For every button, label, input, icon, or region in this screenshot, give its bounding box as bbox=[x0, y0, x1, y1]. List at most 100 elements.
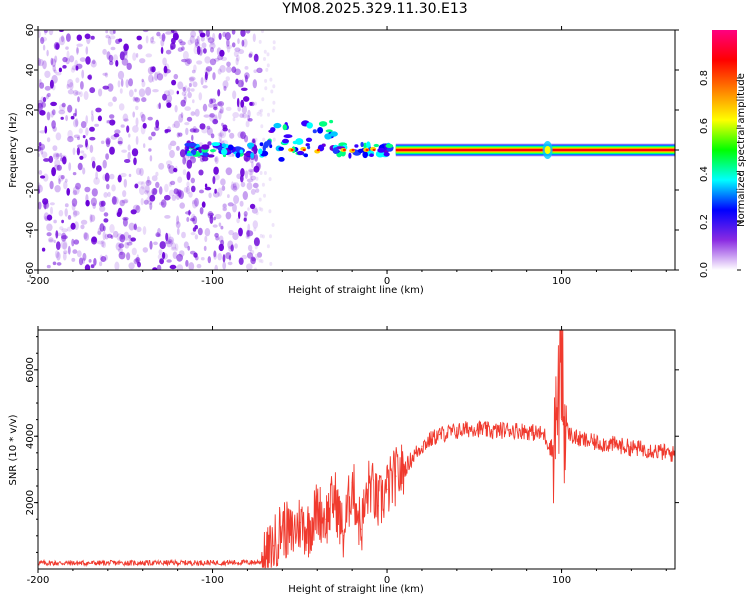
noise-speckle bbox=[251, 207, 258, 214]
noise-speckle bbox=[102, 225, 106, 232]
noise-speckle bbox=[56, 164, 62, 171]
noise-speckle bbox=[254, 137, 258, 142]
noise-speckle bbox=[240, 99, 245, 108]
noise-speckle bbox=[238, 49, 245, 55]
noise-speckle bbox=[117, 207, 123, 216]
noise-speckle bbox=[174, 243, 179, 252]
noise-speckle bbox=[66, 188, 70, 196]
noise-speckle bbox=[213, 57, 220, 62]
noise-speckle bbox=[117, 80, 121, 88]
transition-blob bbox=[273, 122, 282, 129]
noise-speckle bbox=[227, 261, 233, 266]
noise-speckle bbox=[186, 116, 193, 122]
noise-speckle bbox=[62, 242, 68, 251]
noise-speckle bbox=[202, 103, 208, 112]
noise-speckle bbox=[106, 233, 113, 239]
noise-speckle bbox=[170, 180, 176, 186]
noise-speckle bbox=[210, 133, 215, 139]
snr-point bbox=[630, 447, 633, 449]
noise-speckle bbox=[252, 139, 256, 143]
noise-speckle bbox=[49, 79, 54, 89]
snr-point bbox=[273, 545, 275, 547]
noise-speckle bbox=[266, 52, 270, 57]
noise-speckle bbox=[194, 38, 199, 47]
noise-speckle bbox=[46, 214, 53, 221]
x-tick-label: -200 bbox=[27, 276, 50, 287]
transition-blob bbox=[258, 148, 263, 155]
noise-speckle bbox=[49, 202, 55, 206]
noise-speckle bbox=[236, 217, 240, 224]
transition-blob bbox=[282, 124, 287, 131]
noise-speckle bbox=[62, 56, 68, 63]
noise-speckle bbox=[184, 106, 191, 111]
noise-speckle bbox=[111, 196, 117, 205]
transition-blob bbox=[306, 122, 314, 129]
noise-speckle bbox=[222, 261, 227, 270]
snr-point bbox=[299, 521, 301, 524]
noise-speckle bbox=[221, 185, 226, 191]
noise-speckle bbox=[106, 51, 111, 60]
noise-speckle bbox=[248, 53, 253, 58]
noise-speckle bbox=[258, 39, 262, 44]
noise-speckle bbox=[68, 162, 72, 171]
noise-speckle bbox=[182, 169, 187, 176]
noise-speckle bbox=[50, 101, 57, 107]
noise-speckle bbox=[61, 102, 66, 108]
noise-speckle bbox=[226, 45, 231, 53]
noise-speckle bbox=[93, 258, 97, 266]
snr-point bbox=[578, 438, 580, 441]
noise-speckle bbox=[267, 112, 270, 117]
noise-speckle bbox=[102, 159, 107, 169]
noise-speckle bbox=[94, 123, 99, 127]
y-tick-label: 4000 bbox=[25, 423, 36, 448]
noise-speckle bbox=[56, 251, 61, 261]
noise-speckle bbox=[123, 118, 129, 122]
noise-speckle bbox=[253, 237, 260, 247]
y-tick-label: 60 bbox=[25, 24, 36, 37]
noise-speckle bbox=[40, 175, 46, 179]
noise-speckle bbox=[142, 226, 147, 235]
noise-speckle bbox=[107, 191, 111, 197]
noise-speckle bbox=[217, 89, 221, 97]
noise-speckle bbox=[64, 203, 69, 208]
signal-bump bbox=[544, 146, 551, 154]
transition-blob bbox=[385, 143, 394, 148]
noise-speckle bbox=[80, 219, 88, 225]
noise-speckle bbox=[155, 232, 161, 238]
snr-point bbox=[334, 495, 336, 497]
noise-speckle bbox=[66, 188, 71, 194]
noise-speckle bbox=[205, 66, 213, 72]
transition-blob bbox=[377, 147, 386, 153]
noise-speckle bbox=[209, 114, 214, 122]
noise-speckle bbox=[233, 195, 240, 204]
noise-speckle bbox=[232, 232, 239, 241]
noise-speckle bbox=[44, 70, 51, 79]
noise-speckle bbox=[158, 249, 163, 255]
transition-blob bbox=[362, 151, 369, 159]
noise-speckle bbox=[264, 86, 268, 91]
noise-speckle bbox=[132, 125, 139, 133]
noise-speckle bbox=[237, 131, 244, 139]
noise-speckle bbox=[38, 99, 44, 109]
noise-speckle bbox=[240, 30, 246, 37]
noise-speckle bbox=[97, 115, 102, 122]
noise-speckle bbox=[165, 94, 173, 103]
noise-speckle bbox=[158, 186, 163, 195]
noise-speckle bbox=[231, 66, 237, 73]
noise-speckle bbox=[151, 175, 158, 182]
noise-speckle bbox=[105, 30, 109, 34]
noise-speckle bbox=[239, 200, 244, 207]
transition-blobs bbox=[184, 119, 394, 162]
noise-speckle bbox=[52, 126, 57, 132]
noise-speckle bbox=[98, 200, 104, 208]
noise-speckle bbox=[133, 223, 137, 231]
noise-speckle bbox=[210, 47, 214, 53]
noise-speckle bbox=[217, 101, 225, 107]
noise-speckle bbox=[104, 254, 108, 261]
noise-speckle bbox=[74, 221, 79, 231]
noise-speckle bbox=[198, 46, 203, 56]
noise-speckle bbox=[80, 150, 85, 154]
noise-speckle bbox=[252, 220, 258, 229]
noise-speckle bbox=[72, 249, 78, 254]
noise-speckle bbox=[55, 132, 62, 141]
